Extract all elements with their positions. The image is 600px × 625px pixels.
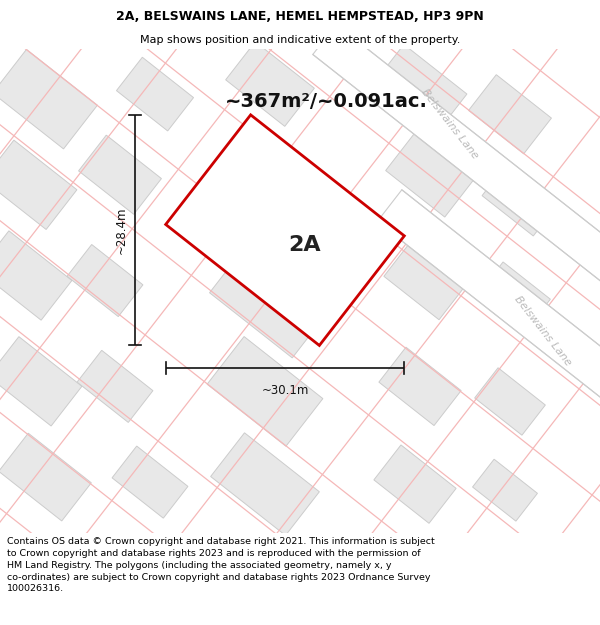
Polygon shape [77,351,153,423]
Polygon shape [313,24,600,315]
Polygon shape [0,337,82,426]
Polygon shape [211,433,319,536]
Text: ~28.4m: ~28.4m [115,206,128,254]
Text: ~367m²/~0.091ac.: ~367m²/~0.091ac. [225,92,428,111]
Polygon shape [112,446,188,518]
Polygon shape [384,241,466,320]
Polygon shape [386,132,475,217]
Polygon shape [479,262,550,329]
Polygon shape [209,244,331,358]
Polygon shape [206,120,334,240]
Polygon shape [226,42,314,126]
Polygon shape [374,445,456,523]
Text: 2A: 2A [289,235,322,255]
Polygon shape [79,135,161,214]
Polygon shape [379,347,461,426]
Polygon shape [373,44,467,134]
Text: Map shows position and indicative extent of the property.: Map shows position and indicative extent… [140,35,460,45]
Text: 2A, BELSWAINS LANE, HEMEL HEMPSTEAD, HP3 9PN: 2A, BELSWAINS LANE, HEMEL HEMPSTEAD, HP3… [116,10,484,22]
Text: Contains OS data © Crown copyright and database right 2021. This information is : Contains OS data © Crown copyright and d… [7,537,435,593]
Polygon shape [207,336,323,446]
Polygon shape [0,49,97,149]
Polygon shape [0,140,77,229]
Text: Belswains Lane: Belswains Lane [419,88,481,161]
Polygon shape [377,190,600,482]
Polygon shape [473,459,538,521]
Polygon shape [0,231,72,320]
Polygon shape [0,433,91,521]
Text: ~30.1m: ~30.1m [262,384,308,397]
Polygon shape [469,74,551,154]
Polygon shape [475,368,545,435]
Text: Belswains Lane: Belswains Lane [512,294,574,368]
Polygon shape [116,58,194,131]
Polygon shape [67,244,143,317]
Polygon shape [482,164,558,236]
Polygon shape [166,115,404,346]
